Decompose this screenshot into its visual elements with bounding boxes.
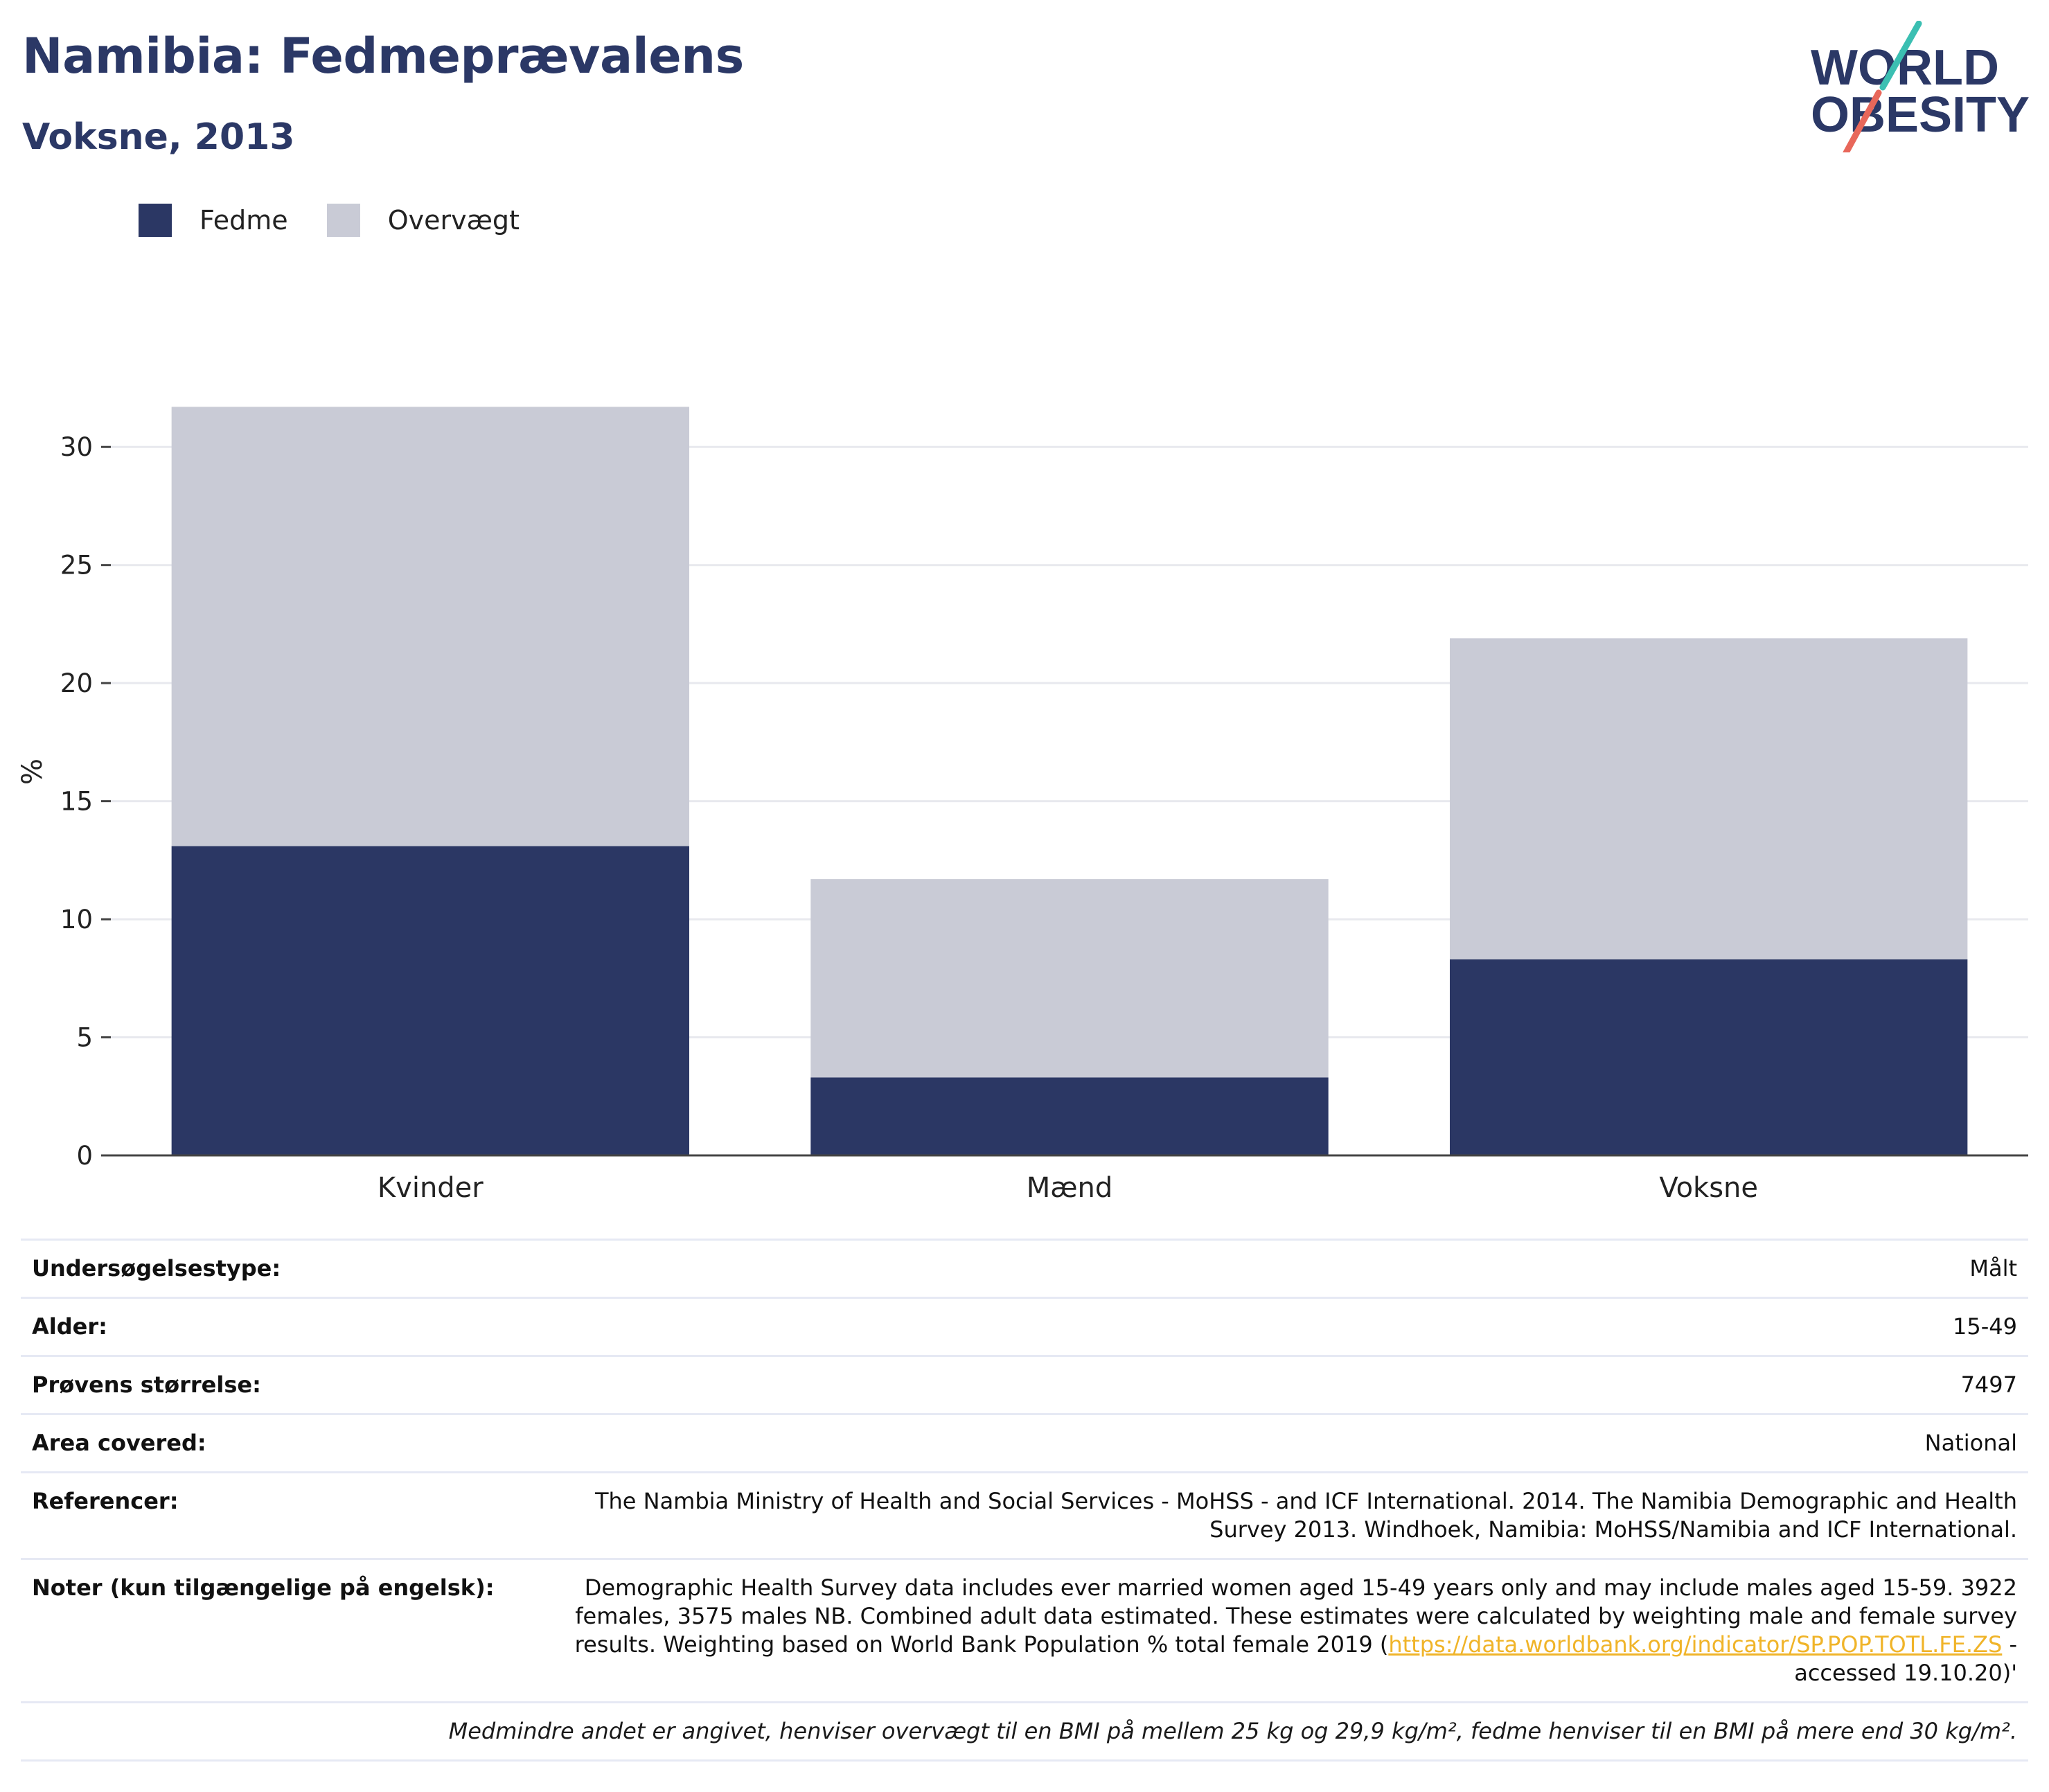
meta-key: Area covered: (21, 1413, 542, 1473)
meta-key: Alder: (21, 1297, 542, 1356)
meta-key: Prøvens størrelse: (21, 1355, 542, 1414)
x-tick-label: Mænd (1027, 1172, 1113, 1204)
bar-overvgt-2[interactable] (1449, 638, 1968, 960)
logo-text-obesity: OBESITY (1811, 87, 2030, 143)
meta-row-age: Alder: 15-49 (21, 1297, 2028, 1356)
world-obesity-logo: WORLD OBESITY (1811, 21, 2030, 152)
x-tick-label: Voksne (1659, 1172, 1758, 1204)
survey-metadata-table: Undersøgelsestype: Målt Alder: 15-49 Prø… (21, 1239, 2028, 1762)
meta-value: National (542, 1413, 2028, 1473)
y-tick-label: 5 (76, 1023, 93, 1053)
y-axis-label: % (17, 759, 48, 785)
meta-value: Målt (542, 1239, 2028, 1298)
x-tick-label: Kvinder (378, 1172, 484, 1204)
y-tick-label: 30 (60, 432, 93, 462)
legend-label-fedme: Fedme (199, 205, 288, 236)
bar-fedme-2[interactable] (1449, 959, 1968, 1155)
chart-bars (171, 407, 1968, 1155)
bar-overvgt-0[interactable] (171, 407, 690, 846)
bar-fedme-0[interactable] (171, 846, 690, 1155)
chart-axes: 0 5 10 15 20 25 30% Kvinder Mænd Voksne (17, 432, 2028, 1204)
legend-item-overvaegt[interactable]: Overvægt (326, 204, 520, 237)
logo-slash-coral (1843, 89, 1882, 152)
legend-swatch-overvaegt (326, 204, 360, 237)
meta-key: Referencer: (21, 1471, 542, 1559)
legend-swatch-fedme (139, 204, 172, 237)
meta-row-notes: Noter (kun tilgængelige på engelsk): Dem… (21, 1558, 2028, 1703)
bar-overvgt-1[interactable] (810, 879, 1329, 1078)
meta-value: 7497 (542, 1355, 2028, 1414)
bar-fedme-1[interactable] (810, 1077, 1329, 1155)
meta-value: Demographic Health Survey data includes … (542, 1558, 2028, 1703)
notes-text: Demographic Health Survey data includes … (574, 1574, 2017, 1658)
chart-legend: Fedme Overvægt (139, 204, 558, 237)
logo-slash-teal (1879, 21, 1922, 91)
y-tick-label: 0 (76, 1141, 93, 1171)
y-tick-label: 10 (60, 905, 93, 934)
worldbank-link[interactable]: https://data.worldbank.org/indicator/SP.… (1388, 1631, 2003, 1658)
meta-key: Noter (kun tilgængelige på engelsk): (21, 1558, 542, 1703)
meta-row-sample-size: Prøvens størrelse: 7497 (21, 1355, 2028, 1414)
page-subtitle: Voksne, 2013 (22, 116, 295, 158)
meta-value: 15-49 (542, 1297, 2028, 1356)
notes-text-end: - accessed 19.10.20)' (1794, 1631, 2017, 1686)
meta-value: The Nambia Ministry of Health and Social… (542, 1471, 2028, 1559)
meta-row-references: Referencer: The Nambia Ministry of Healt… (21, 1471, 2028, 1559)
meta-key: Undersøgelsestype: (21, 1239, 542, 1298)
meta-row-survey-type: Undersøgelsestype: Målt (21, 1239, 2028, 1298)
meta-row-area-covered: Area covered: National (21, 1413, 2028, 1473)
y-tick-label: 25 (60, 551, 93, 580)
page-title: Namibia: Fedmeprævalens (22, 28, 744, 85)
legend-item-fedme[interactable]: Fedme (139, 204, 288, 237)
y-tick-label: 20 (60, 668, 93, 698)
y-tick-label: 15 (60, 787, 93, 817)
legend-label-overvaegt: Overvægt (387, 205, 520, 236)
meta-row-footnote: Medmindre andet er angivet, henviser ove… (21, 1701, 2028, 1762)
stacked-bar-chart: 0 5 10 15 20 25 30% Kvinder Mænd Voksne (17, 407, 2028, 1204)
bmi-footnote: Medmindre andet er angivet, henviser ove… (21, 1701, 2028, 1762)
